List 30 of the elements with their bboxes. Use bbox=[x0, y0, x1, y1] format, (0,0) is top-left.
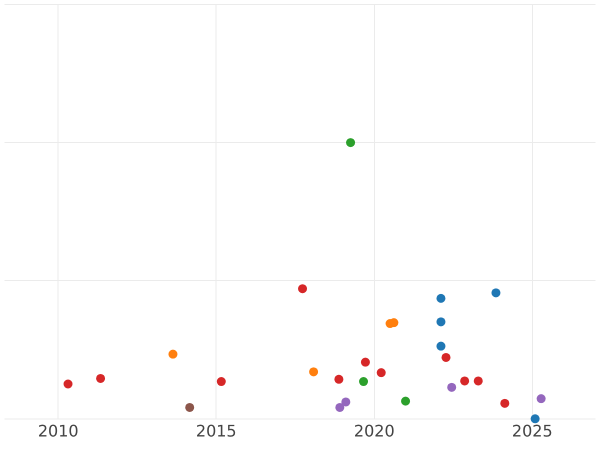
x-tick-label: 2010 bbox=[38, 422, 79, 441]
point bbox=[536, 394, 546, 404]
point bbox=[346, 138, 356, 148]
point bbox=[436, 342, 446, 351]
point bbox=[64, 380, 73, 388]
point bbox=[436, 294, 446, 303]
point bbox=[447, 382, 456, 392]
x-tick-label: 2025 bbox=[512, 422, 553, 441]
point bbox=[309, 367, 318, 376]
point bbox=[335, 402, 344, 412]
point bbox=[376, 368, 386, 378]
point bbox=[401, 396, 410, 406]
x-tick-label: 2020 bbox=[354, 422, 395, 441]
point bbox=[359, 377, 368, 386]
point bbox=[530, 414, 540, 424]
point bbox=[442, 352, 451, 362]
point bbox=[360, 358, 370, 367]
point bbox=[491, 288, 500, 298]
point bbox=[436, 317, 446, 326]
point bbox=[341, 397, 350, 406]
point bbox=[334, 374, 344, 384]
point bbox=[460, 376, 470, 386]
x-tick-label: 2015 bbox=[196, 422, 237, 441]
point bbox=[96, 374, 106, 383]
point bbox=[168, 350, 178, 359]
point bbox=[216, 377, 226, 386]
point bbox=[298, 284, 308, 294]
point bbox=[500, 398, 510, 408]
point bbox=[474, 376, 483, 386]
point bbox=[185, 402, 194, 412]
